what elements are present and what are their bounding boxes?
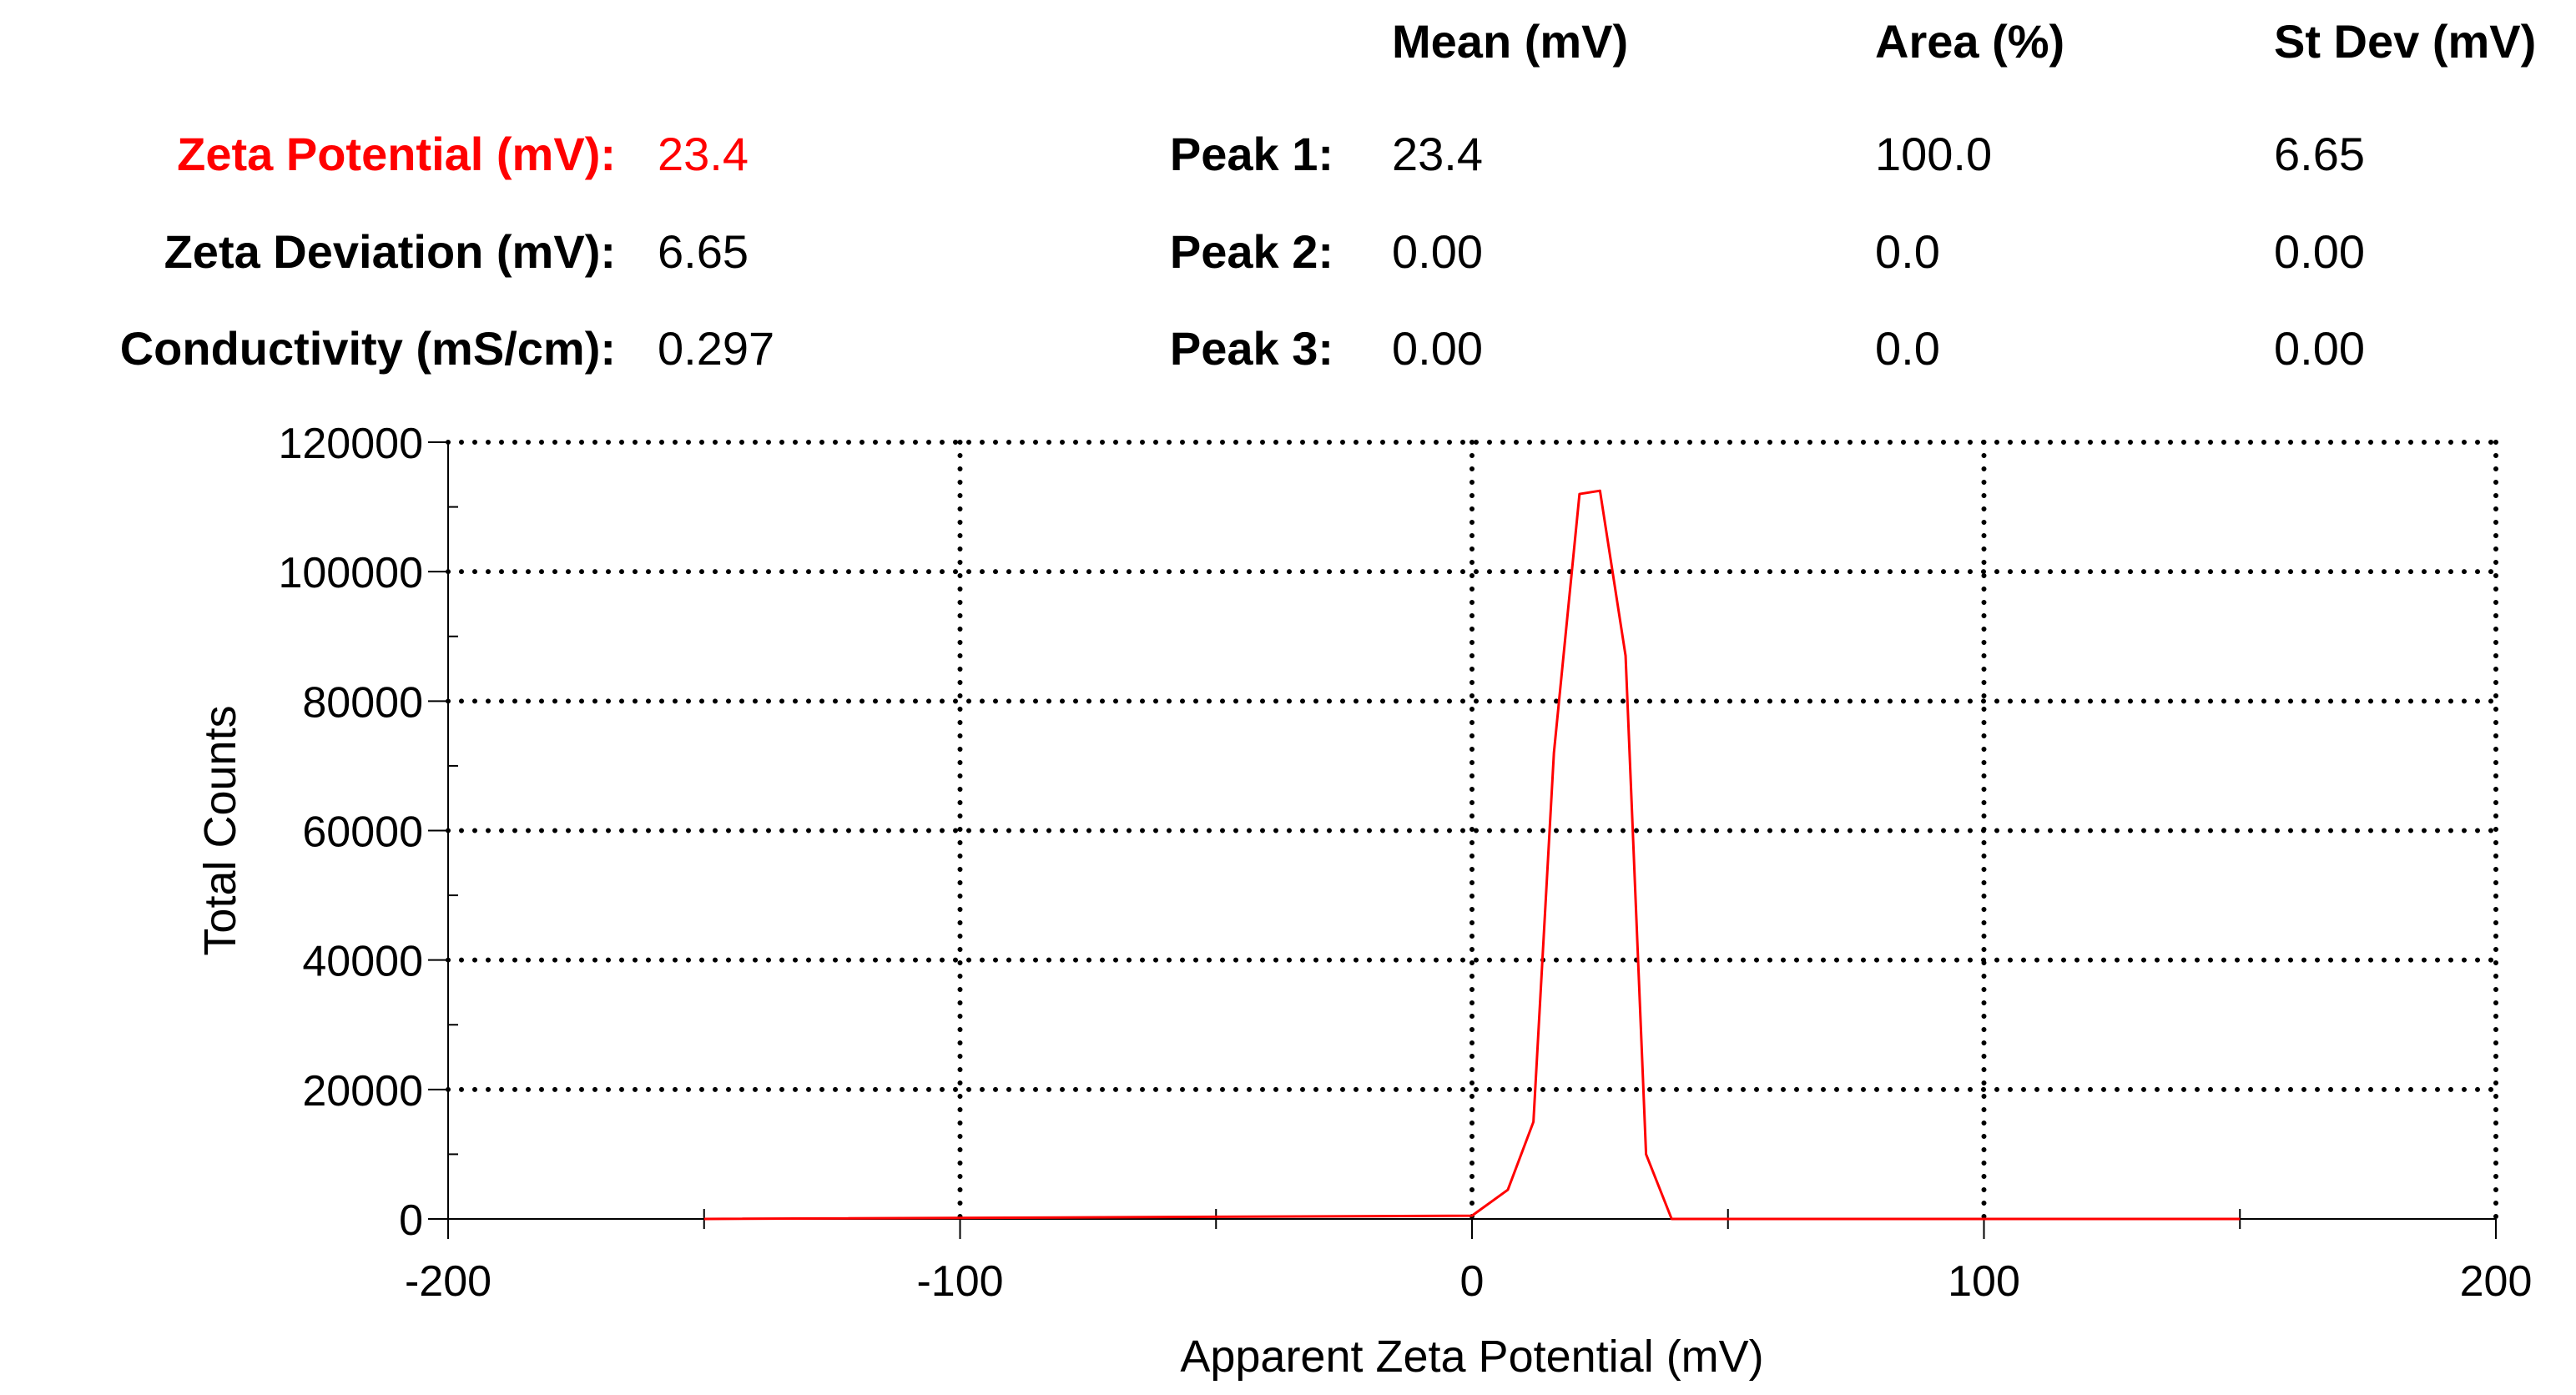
zeta-potential-value: 23.4 bbox=[658, 128, 749, 180]
y-tick-label: 0 bbox=[399, 1196, 423, 1245]
labels: 0 20000 40000 60000 80000 100000 120000 -200 -10… bbox=[195, 420, 2532, 1382]
y-tick-label: 80000 bbox=[302, 678, 423, 727]
peak-3-stdev: 0.00 bbox=[2274, 322, 2365, 375]
x-tick-label: -100 bbox=[916, 1257, 1003, 1306]
x-tick-label: 100 bbox=[1948, 1257, 2020, 1306]
header-stdev: St Dev (mV) bbox=[2274, 15, 2537, 68]
conductivity-label: Conductivity (mS/cm): bbox=[119, 322, 616, 375]
header-mean: Mean (mV) bbox=[1392, 15, 1629, 68]
peak-2-stdev: 0.00 bbox=[2274, 225, 2365, 278]
y-tick-label: 20000 bbox=[302, 1067, 423, 1115]
y-tick-label: 40000 bbox=[302, 938, 423, 986]
axes bbox=[428, 441, 2497, 1239]
peak-3-area: 0.0 bbox=[1875, 322, 1940, 375]
peak-3-mean: 0.00 bbox=[1392, 322, 1483, 375]
peak-1-label: Peak 1: bbox=[1169, 128, 1333, 180]
peak-2-area: 0.0 bbox=[1875, 225, 1940, 278]
y-tick-label: 120000 bbox=[278, 420, 423, 468]
peak-1-area: 100.0 bbox=[1875, 128, 1993, 180]
x-tick-label: 200 bbox=[2460, 1257, 2533, 1306]
y-tick-label: 60000 bbox=[302, 808, 423, 857]
zeta-deviation-value: 6.65 bbox=[658, 225, 749, 278]
zeta-deviation-label: Zeta Deviation (mV): bbox=[164, 225, 616, 278]
peak-1-stdev: 6.65 bbox=[2274, 128, 2365, 180]
x-tick-label: -200 bbox=[405, 1257, 492, 1306]
peak-1-mean: 23.4 bbox=[1392, 128, 1483, 180]
series bbox=[703, 489, 2241, 1221]
series-line-0 bbox=[703, 489, 2241, 1221]
conductivity-value: 0.297 bbox=[658, 322, 775, 375]
header-area: Area (%) bbox=[1875, 15, 2065, 68]
grid bbox=[446, 440, 2498, 1221]
y-tick-label: 100000 bbox=[278, 549, 423, 597]
zeta-potential-label: Zeta Potential (mV): bbox=[177, 128, 616, 180]
y-axis-label: Total Counts bbox=[195, 705, 245, 955]
peak-2-mean: 0.00 bbox=[1392, 225, 1483, 278]
x-axis-label: Apparent Zeta Potential (mV) bbox=[1180, 1332, 1763, 1382]
peak-3-label: Peak 3: bbox=[1169, 322, 1333, 375]
peak-2-label: Peak 2: bbox=[1169, 225, 1333, 278]
x-tick-label: 0 bbox=[1460, 1257, 1485, 1306]
